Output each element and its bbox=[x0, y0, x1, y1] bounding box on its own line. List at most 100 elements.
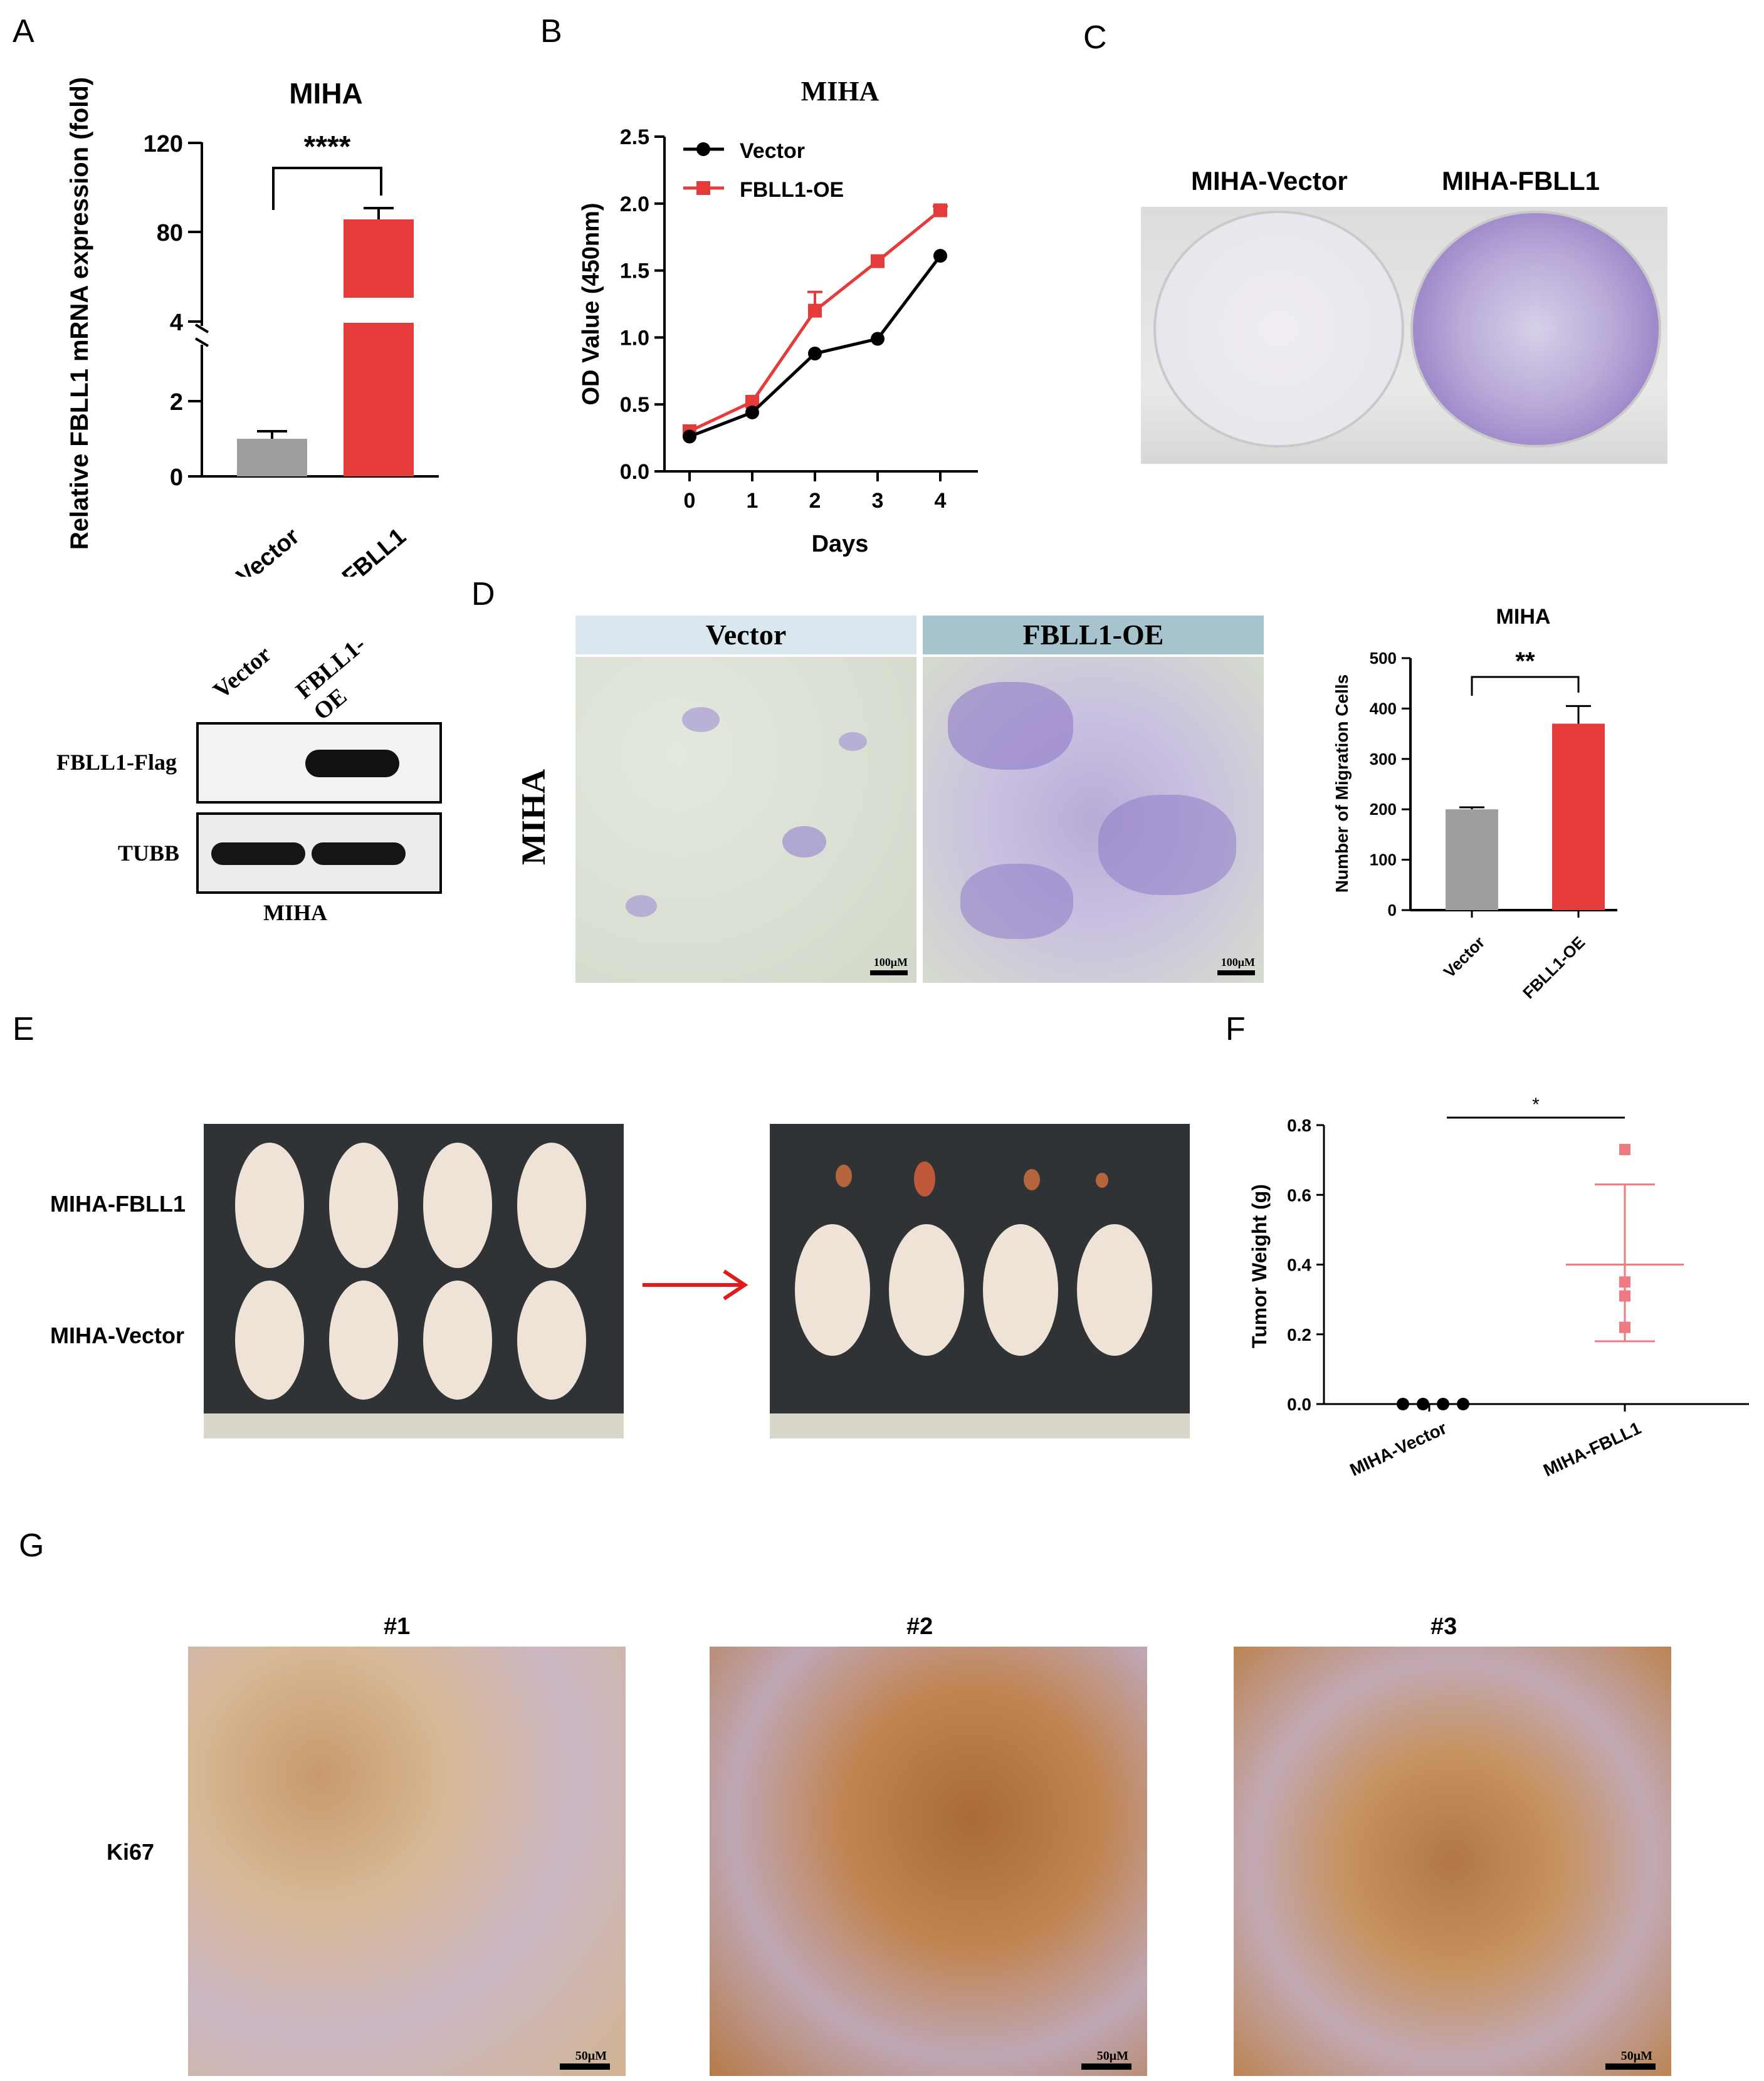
chart-f-point-vector bbox=[1417, 1398, 1429, 1410]
ihc-image-1: 50μM bbox=[188, 1647, 626, 2076]
chart-b-ytick: 2.0 bbox=[620, 192, 649, 216]
chart-b-xlabel: Days bbox=[812, 531, 869, 557]
blot-row-fbll1: FBLL1-Flag bbox=[56, 750, 177, 775]
chart-b-title: MIHA bbox=[801, 76, 879, 107]
chart-b-legend-marker-oe bbox=[696, 181, 710, 195]
chart-d-sig: ** bbox=[1515, 647, 1535, 675]
chart-f-xlabel: MIHA-FBLL1 bbox=[1540, 1418, 1644, 1480]
chart-d-xlabel: FBLL1-OE bbox=[1519, 933, 1588, 1002]
scale-label: 50μM bbox=[1096, 2049, 1128, 2063]
chart-d-ytick: 300 bbox=[1370, 750, 1397, 768]
chart-b-xtick: 0 bbox=[684, 489, 696, 513]
scale-bar bbox=[1217, 970, 1255, 975]
ihc-title-2: #2 bbox=[906, 1613, 933, 1640]
chart-b-series-line bbox=[688, 209, 942, 433]
plate-well-vector bbox=[1153, 211, 1404, 448]
chart-a-bar-fbll1-upper bbox=[344, 219, 414, 298]
chart-b-legend-vector: Vector bbox=[740, 139, 805, 163]
chart-a-bar-vector bbox=[237, 439, 307, 476]
transwell-image-oe: 100μM bbox=[923, 657, 1264, 983]
chart-b-xtick: 4 bbox=[935, 489, 947, 513]
transwell-header-vector-text: Vector bbox=[705, 619, 787, 651]
arrow-icon bbox=[643, 1269, 748, 1301]
chart-f-ytick: 0.2 bbox=[1287, 1325, 1311, 1345]
panel-label-c: C bbox=[1083, 19, 1107, 56]
scale-bar bbox=[560, 2063, 610, 2070]
scale-label: 50μM bbox=[1620, 2049, 1652, 2063]
mice-photo-before bbox=[204, 1124, 624, 1439]
chart-b-ytick: 0.5 bbox=[620, 393, 649, 417]
chart-b-point bbox=[933, 203, 947, 218]
chart-b-point bbox=[871, 254, 885, 268]
chart-a-xlabel: FBLL1 bbox=[337, 523, 411, 577]
chart-a-xlabel: Vector bbox=[232, 523, 305, 577]
chart-b-series-line bbox=[689, 254, 942, 438]
scale-label: 100μM bbox=[1221, 956, 1255, 968]
chart-b-ytick: 2.5 bbox=[620, 125, 649, 149]
ihc-image-2: 50μM bbox=[710, 1647, 1147, 2076]
chart-a: MIHA **** 120 80 4 2 0 Relative FBLL1 mR… bbox=[66, 77, 439, 577]
chart-a-ytick: 0 bbox=[170, 464, 183, 491]
chart-b-point bbox=[871, 332, 885, 346]
plate-label-fbll1: MIHA-FBLL1 bbox=[1442, 166, 1600, 196]
chart-f-ylabel: Tumor Weight (g) bbox=[1248, 1184, 1271, 1348]
chart-f-point-fbll1 bbox=[1619, 1290, 1630, 1302]
panel-label-b: B bbox=[540, 13, 562, 50]
scale-label: 100μM bbox=[873, 956, 908, 968]
blot-box-tubb bbox=[196, 812, 442, 894]
chart-b-point bbox=[808, 347, 822, 361]
ihc-title-3: #3 bbox=[1431, 1613, 1457, 1640]
transwell-header-oe-text: FBLL1-OE bbox=[1022, 619, 1164, 651]
chart-b-ytick: 0.0 bbox=[620, 460, 649, 484]
chart-f-point-fbll1 bbox=[1619, 1276, 1630, 1288]
chart-f-point-vector bbox=[1397, 1398, 1409, 1410]
transwell-header-oe: FBLL1-OE bbox=[923, 616, 1264, 654]
blot-box-fbll1 bbox=[196, 722, 442, 804]
chart-d-xlabel: Vector bbox=[1440, 933, 1488, 981]
chart-d-ytick: 500 bbox=[1370, 649, 1397, 668]
blot-band bbox=[312, 842, 406, 865]
transwell-side-label: MIHA bbox=[515, 769, 552, 865]
chart-d-sig-bracket bbox=[1471, 676, 1580, 696]
chart-a-ytick: 2 bbox=[170, 389, 183, 416]
transwell-header-vector: Vector bbox=[575, 616, 916, 654]
chart-b-point bbox=[683, 429, 696, 444]
ihc-title-1: #1 bbox=[384, 1613, 411, 1640]
panel-label-g: G bbox=[19, 1528, 45, 1564]
chart-b-point bbox=[808, 303, 822, 318]
chart-d-bar bbox=[1446, 809, 1498, 910]
chart-a-break-2 bbox=[194, 337, 209, 347]
chart-d-ytick: 100 bbox=[1370, 851, 1397, 869]
chart-a-sig: **** bbox=[304, 130, 351, 164]
ihc-image-3: 50μM bbox=[1234, 1647, 1671, 2076]
chart-b-xtick: 2 bbox=[809, 489, 821, 513]
plate-well-fbll1 bbox=[1410, 211, 1661, 448]
chart-b-ylabel: OD Value (450nm) bbox=[578, 202, 604, 405]
chart-a-ytick: 80 bbox=[157, 220, 183, 246]
chart-a-break-1 bbox=[194, 323, 209, 333]
plate-label-vector: MIHA-Vector bbox=[1191, 166, 1348, 196]
chart-f: 0.0 0.2 0.4 0.6 0.8 Tumor Weight (g) MIHA-Ve… bbox=[1248, 1094, 1749, 1480]
chart-b-point bbox=[745, 406, 759, 420]
chart-d-ytick: 200 bbox=[1370, 800, 1397, 819]
chart-f-ytick: 0.8 bbox=[1287, 1116, 1311, 1135]
scale-bar bbox=[1081, 2063, 1131, 2070]
chart-b-ytick: 1.0 bbox=[620, 326, 649, 350]
chart-f-ytick: 0.0 bbox=[1287, 1395, 1311, 1414]
chart-d-ylabel: Number of Migration Cells bbox=[1332, 674, 1352, 893]
chart-d-title: MIHA bbox=[1496, 605, 1551, 629]
panel-a-blot: Vector FBLL1-OE FBLL1-Flag TUBB MIHA bbox=[38, 631, 442, 934]
panel-label-a: A bbox=[13, 13, 34, 50]
panel-label-d: D bbox=[471, 576, 495, 612]
chart-a-sig-bracket bbox=[272, 167, 382, 210]
scale-bar bbox=[870, 970, 908, 975]
chart-f-point-fbll1 bbox=[1619, 1321, 1630, 1333]
blot-band bbox=[211, 842, 305, 865]
chart-b-point bbox=[745, 394, 759, 409]
chart-b-point bbox=[933, 249, 947, 263]
chart-f-point-vector bbox=[1437, 1398, 1449, 1410]
panel-label-f: F bbox=[1226, 1011, 1246, 1047]
chart-b-xtick: 1 bbox=[747, 489, 759, 513]
colony-plate-photo bbox=[1141, 207, 1667, 464]
chart-f-ytick: 0.6 bbox=[1287, 1185, 1311, 1205]
